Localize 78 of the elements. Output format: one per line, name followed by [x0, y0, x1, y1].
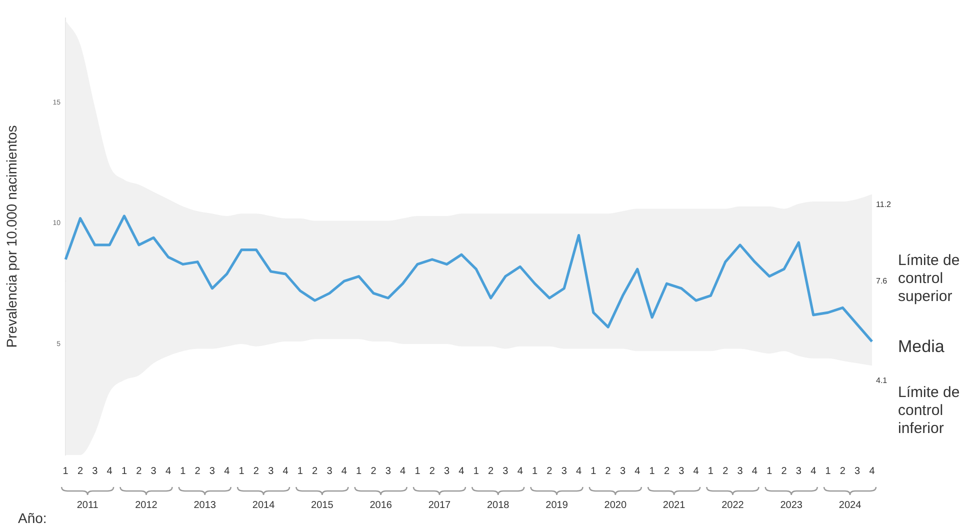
x-tick-label: 3 [620, 466, 626, 477]
text: 2023 [780, 500, 803, 511]
x-tick-label: 1 [708, 466, 714, 477]
x-tick-label: 4 [869, 466, 876, 477]
text: 4.1 [876, 376, 888, 385]
x-tick-label: 1 [825, 466, 832, 477]
text: 2021 [662, 500, 686, 511]
x-tick-label: 3 [385, 466, 392, 477]
x-tick-label: 1 [649, 466, 656, 477]
x-tick-label: 4 [693, 466, 700, 477]
x-axis-title: Año: [18, 510, 47, 526]
x-tick-label: 2 [253, 466, 260, 477]
x-tick-label: 1 [121, 466, 128, 477]
x-tick-label: 1 [180, 466, 186, 477]
x-tick-label: 3 [561, 466, 568, 477]
x-tick-label: 1 [62, 466, 69, 477]
x-tick-label: 4 [576, 466, 582, 477]
x-tick-label: 1 [297, 466, 304, 477]
ref-line-label: 7.6 [876, 276, 888, 286]
text: 2022 [722, 500, 744, 511]
text: 2019 [546, 500, 568, 511]
x-tick-label: 2 [370, 466, 377, 477]
text: 2024 [838, 500, 862, 511]
x-tick-label: 1 [532, 466, 538, 477]
x-tick-label: 2 [429, 466, 436, 477]
text: 2011 [76, 500, 99, 511]
x-tick-label: 4 [400, 466, 406, 477]
x-tick-label: 3 [737, 466, 744, 477]
x-tick-label: 2 [77, 466, 84, 477]
x-tick-label: 2 [546, 466, 553, 477]
x-tick-label: 3 [678, 466, 685, 477]
x-tick-label: 2 [840, 466, 846, 477]
x-tick-label: 1 [414, 466, 421, 477]
x-tick-label: 4 [634, 466, 641, 477]
x-tick-label: 3 [502, 466, 509, 477]
x-tick-label: 4 [106, 466, 113, 477]
text: 2020 [604, 500, 627, 511]
x-tick-label: 4 [517, 466, 524, 477]
x-tick-label: 2 [664, 466, 670, 477]
x-tick-label: 2 [781, 466, 788, 477]
text: Límite de control inferior [898, 384, 961, 438]
text: 2013 [194, 500, 216, 511]
x-tick-label: 1 [766, 466, 773, 477]
x-tick-label: 2 [722, 466, 729, 477]
x-tick-label: 4 [810, 466, 817, 477]
x-tick-label: 3 [326, 466, 333, 477]
x-tick-label: 4 [458, 466, 465, 477]
x-tick-label: 3 [150, 466, 157, 477]
x-tick-label: 3 [209, 466, 216, 477]
text: Media [898, 337, 946, 356]
x-tick-label: 4 [224, 466, 230, 477]
x-tick-label: 1 [238, 466, 245, 477]
x-tick-label: 2 [194, 466, 201, 477]
x-tick-label: 3 [854, 466, 861, 477]
text: 2014 [252, 500, 276, 511]
x-tick-label: 4 [282, 466, 289, 477]
x-tick-label: 2 [136, 466, 142, 477]
x-tick-label: 1 [356, 466, 362, 477]
text: 11.2 [876, 199, 892, 211]
y-axis-title: Prevalencia por 10.000 nacimientos [3, 125, 20, 348]
x-tick-label: 2 [488, 466, 494, 477]
text: Límite de control superior [898, 252, 961, 306]
x-tick-label: 4 [165, 466, 172, 477]
text: 2016 [370, 500, 392, 511]
x-tick-label: 2 [605, 466, 612, 477]
text: 2012 [135, 500, 158, 511]
text: 2015 [311, 500, 334, 511]
x-tick-label: 3 [444, 466, 450, 477]
x-tick-label: 2 [312, 466, 318, 477]
x-tick-label: 3 [268, 466, 274, 477]
x-tick-label: 3 [92, 466, 98, 477]
x-tick-label: 1 [473, 466, 480, 477]
x-tick-label: 4 [341, 466, 348, 477]
text: 2017 [428, 500, 452, 511]
x-tick-label: 1 [590, 466, 597, 477]
x-tick-label: 4 [752, 466, 758, 477]
x-tick-label: 3 [796, 466, 802, 477]
text: 2018 [486, 500, 510, 511]
